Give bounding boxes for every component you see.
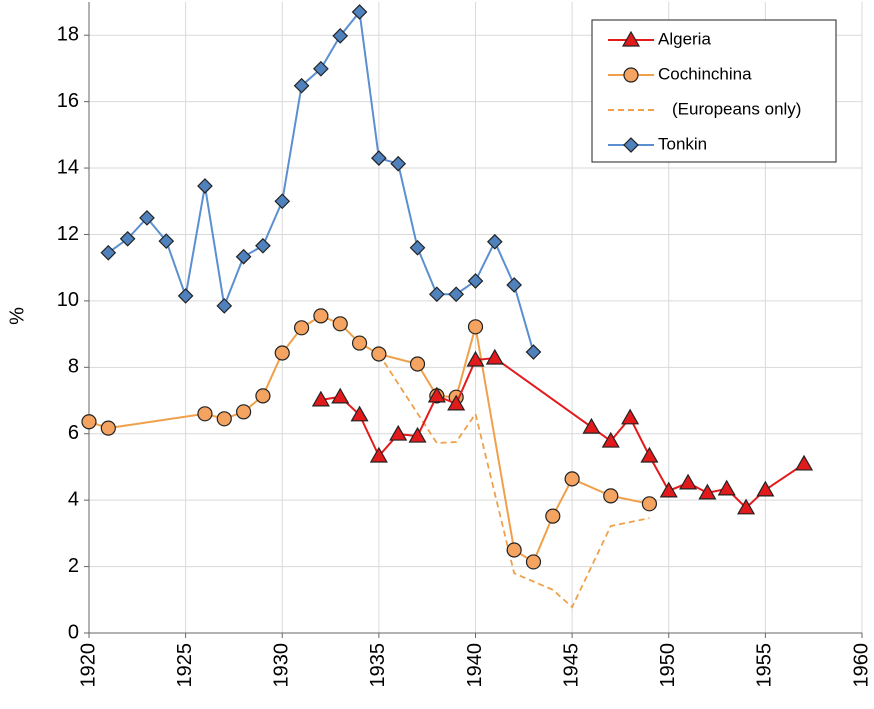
marker	[216, 298, 233, 314]
marker	[448, 286, 465, 303]
marker	[603, 488, 619, 504]
marker	[621, 30, 641, 47]
marker	[216, 411, 232, 427]
x-tick-label: 1960	[850, 643, 872, 688]
marker	[467, 319, 484, 335]
marker	[408, 426, 427, 443]
marker	[659, 481, 678, 498]
series-line	[320, 356, 805, 510]
x-tick-label: 1945	[560, 643, 582, 688]
marker	[737, 498, 756, 515]
marker	[623, 137, 639, 153]
x-tick-label: 1955	[754, 643, 776, 688]
marker	[293, 77, 310, 94]
marker	[255, 237, 271, 254]
y-tick-label: 10	[57, 289, 79, 311]
marker	[197, 178, 213, 194]
y-tick-label: 12	[57, 223, 79, 245]
marker	[623, 67, 639, 83]
y-axis-label: %	[6, 307, 28, 325]
y-tick-label: 14	[57, 156, 79, 178]
y-tick-label: 6	[68, 422, 79, 444]
marker	[274, 193, 291, 210]
marker	[350, 405, 369, 422]
marker	[679, 473, 698, 490]
marker	[158, 233, 175, 249]
x-tick-label: 1920	[77, 643, 99, 688]
marker	[525, 344, 542, 360]
marker	[485, 348, 504, 365]
x-tick-label: 1935	[367, 643, 389, 688]
marker	[506, 542, 522, 558]
marker	[177, 288, 194, 304]
marker	[369, 446, 388, 463]
marker	[100, 244, 117, 261]
legend: Algeria Cochinchina (Europeans only) Tonkin	[591, 19, 837, 163]
marker	[390, 155, 407, 172]
series-line	[88, 314, 650, 564]
x-tick-label: 1940	[464, 643, 486, 688]
y-tick-label: 2	[68, 555, 79, 577]
marker	[794, 454, 814, 471]
marker	[293, 320, 310, 336]
legend-label: (Europeans only)	[672, 99, 801, 118]
marker	[351, 335, 368, 351]
legend-label: Tonkin	[658, 134, 707, 153]
marker	[332, 316, 348, 332]
series-line	[378, 353, 650, 609]
marker	[409, 356, 426, 372]
marker	[564, 471, 580, 487]
marker	[621, 408, 640, 425]
marker	[313, 308, 329, 324]
marker	[274, 345, 290, 361]
marker	[389, 424, 408, 441]
marker	[466, 350, 485, 367]
legend-label: Cochinchina	[658, 64, 752, 83]
marker	[486, 233, 503, 250]
marker	[311, 390, 330, 407]
x-tick-label: 1925	[174, 643, 196, 688]
marker	[601, 431, 620, 448]
y-tick-label: 0	[68, 621, 79, 643]
marker	[351, 4, 368, 20]
marker	[332, 28, 349, 44]
marker	[582, 417, 601, 434]
marker	[717, 479, 736, 496]
marker	[467, 273, 484, 289]
x-tick-label: 1930	[271, 643, 293, 688]
marker	[331, 387, 350, 404]
marker	[255, 388, 271, 404]
marker	[429, 286, 445, 303]
marker	[139, 210, 155, 226]
marker	[371, 346, 387, 362]
marker	[313, 60, 329, 77]
marker	[371, 150, 387, 166]
marker	[640, 446, 659, 463]
marker	[236, 404, 252, 420]
marker	[235, 248, 252, 265]
marker	[81, 414, 97, 430]
marker	[698, 483, 717, 500]
y-tick-label: 18	[57, 23, 79, 45]
marker	[506, 277, 522, 293]
marker	[427, 386, 446, 403]
marker	[545, 508, 561, 524]
legend-label: Algeria	[658, 29, 711, 48]
y-tick-label: 4	[68, 488, 79, 510]
marker	[409, 239, 426, 256]
x-tick-label: 1950	[657, 643, 679, 688]
marker	[197, 406, 213, 422]
marker	[756, 480, 775, 497]
marker	[525, 554, 542, 570]
marker	[447, 394, 466, 411]
y-tick-label: 16	[57, 90, 79, 112]
marker	[100, 420, 116, 436]
marker	[641, 496, 658, 512]
y-tick-label: 8	[68, 356, 79, 378]
marker	[119, 230, 136, 247]
